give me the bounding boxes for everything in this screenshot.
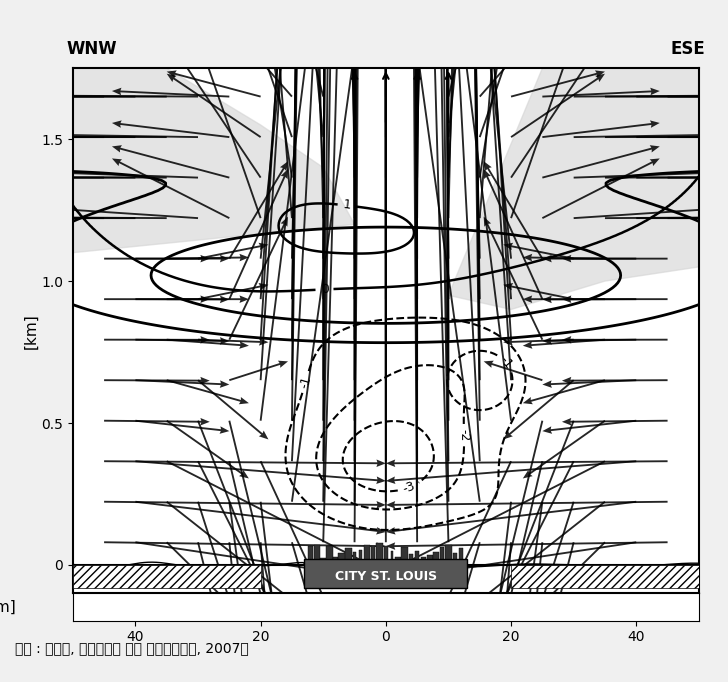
Text: CITY ST. LOUIS: CITY ST. LOUIS [335, 569, 437, 583]
Bar [364, 545, 370, 565]
Bar [384, 546, 387, 565]
Bar [326, 546, 333, 565]
Text: ESE: ESE [670, 40, 705, 58]
Bar [339, 553, 346, 565]
Bar [391, 551, 393, 565]
Bar [309, 546, 313, 565]
Bar [511, 565, 699, 588]
Text: -1: -1 [497, 354, 515, 372]
Polygon shape [73, 68, 355, 253]
Bar [352, 552, 357, 565]
Text: -1: -1 [298, 374, 314, 389]
Text: -2: -2 [457, 429, 470, 441]
Bar [453, 552, 456, 565]
Bar [416, 551, 419, 565]
Text: [km]: [km] [0, 599, 17, 614]
Bar [333, 557, 338, 565]
Bar [376, 543, 383, 565]
Bar [401, 546, 408, 565]
Bar [432, 552, 439, 565]
Bar [446, 545, 451, 565]
Bar [371, 546, 376, 565]
Bar [395, 557, 401, 565]
Bar [345, 548, 352, 565]
Text: 0: 0 [320, 283, 329, 296]
Bar [427, 555, 432, 565]
Bar [320, 558, 327, 565]
Bar [73, 565, 261, 588]
Bar [408, 554, 413, 565]
Text: 자료 : 송영배, 건강도시를 위한 기후환경계획, 2007년: 자료 : 송영배, 건강도시를 위한 기후환경계획, 2007년 [15, 640, 248, 655]
Bar [304, 559, 467, 588]
Polygon shape [448, 68, 699, 310]
Bar [421, 557, 426, 565]
Text: WNW: WNW [66, 40, 117, 58]
Text: 1: 1 [342, 198, 351, 212]
Y-axis label: [km]: [km] [23, 313, 39, 349]
Bar [459, 548, 462, 565]
Bar [360, 550, 363, 565]
Bar [314, 545, 320, 565]
Bar [440, 548, 444, 565]
Text: -3: -3 [400, 479, 416, 496]
